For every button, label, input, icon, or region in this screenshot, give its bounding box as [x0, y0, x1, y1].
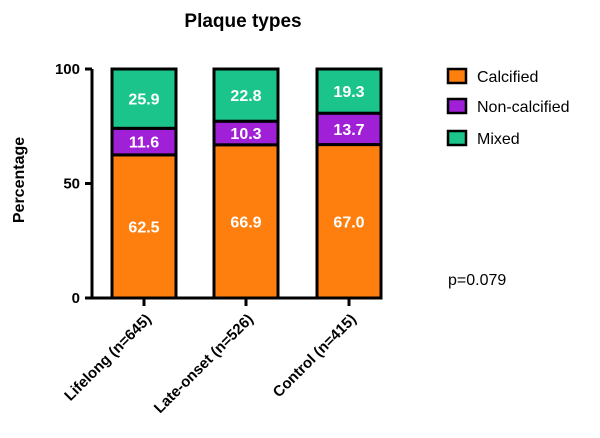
- bars: 62.5 11.6 25.9 66.9 10.3 22.8 67.0 13.7 19.3: [110, 67, 383, 300]
- y-axis-label: Percentage: [11, 137, 28, 223]
- data-label: 19.3: [333, 84, 364, 101]
- bar-segment-mixed-0: [110, 67, 178, 130]
- bar-segment-calcified-0: [110, 153, 178, 300]
- data-label: 62.5: [128, 219, 159, 236]
- data-label: 10.3: [230, 126, 261, 143]
- legend-label: Non-calcified: [477, 99, 569, 116]
- bar-segment-mixed-1: [212, 67, 280, 123]
- x-category-label: Late-onset (n=526): [151, 311, 257, 417]
- p-value-annotation: p=0.079: [448, 272, 506, 289]
- y-tick-label: 0: [72, 290, 80, 307]
- data-label: 66.9: [230, 214, 261, 231]
- legend-swatch: [446, 67, 468, 85]
- legend-label: Calcified: [477, 69, 538, 86]
- y-tick-label: 100: [55, 61, 80, 78]
- legend-label: Mixed: [477, 131, 520, 148]
- legend-swatch: [446, 97, 468, 115]
- chart-title: Plaque types: [184, 11, 301, 32]
- x-category-label: Lifelong (n=645): [61, 311, 155, 405]
- y-tick-label: 50: [63, 176, 80, 193]
- data-label: 22.8: [230, 88, 261, 105]
- bar-segment-mixed-2: [315, 67, 383, 115]
- data-label: 11.6: [129, 135, 159, 152]
- legend: Calcified Non-calcified Mixed: [446, 67, 569, 148]
- legend-swatch: [446, 129, 468, 147]
- data-label: 13.7: [333, 122, 364, 139]
- axes: 0 50 100 Lifelong (n=645)Late-onset (n=526)…: [55, 61, 360, 417]
- x-category-label: Control (n=415): [270, 311, 360, 401]
- data-label: 25.9: [128, 92, 159, 109]
- data-label: 67.0: [333, 214, 364, 231]
